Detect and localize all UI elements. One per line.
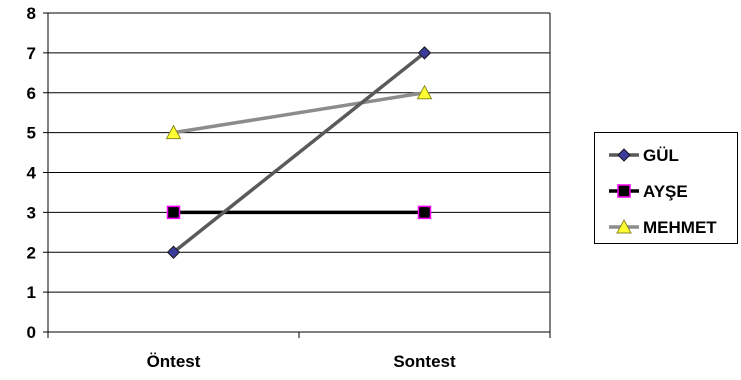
triangle-marker — [165, 124, 182, 140]
legend-label: AYŞE — [643, 182, 688, 201]
triangle-marker — [616, 218, 632, 234]
legend-label: GÜL — [643, 146, 679, 165]
x-tick-label: Sontest — [393, 352, 456, 371]
y-tick-label: 4 — [27, 164, 37, 183]
square-marker — [166, 205, 181, 220]
series-line — [172, 51, 426, 254]
x-tick-label: Öntest — [147, 352, 201, 371]
diamond-marker — [166, 245, 181, 259]
y-tick-label: 5 — [27, 124, 36, 143]
legend-label: MEHMET — [643, 218, 717, 237]
y-tick-label: 2 — [27, 243, 36, 262]
diamond-marker — [617, 148, 631, 162]
y-tick-label: 8 — [27, 4, 36, 23]
y-tick-labels: 0 1 2 3 4 5 6 7 8 — [27, 4, 37, 342]
y-tick-label: 6 — [27, 84, 36, 103]
legend-entries: GÜL AYŞE MEHMET — [609, 146, 717, 237]
diamond-marker — [417, 46, 432, 60]
series-line — [173, 91, 425, 135]
square-marker — [417, 205, 432, 220]
series-lines — [165, 46, 433, 259]
x-tick-labels: Öntest Sontest — [147, 352, 456, 371]
y-tick-label: 0 — [27, 323, 36, 342]
y-tick-label: 7 — [27, 44, 36, 63]
y-tick-label: 1 — [27, 283, 36, 302]
axes — [43, 12, 551, 338]
y-tick-label: 3 — [27, 203, 36, 222]
square-marker — [617, 184, 631, 198]
legend: GÜL AYŞE MEHMET — [594, 132, 738, 244]
triangle-marker — [416, 84, 433, 100]
